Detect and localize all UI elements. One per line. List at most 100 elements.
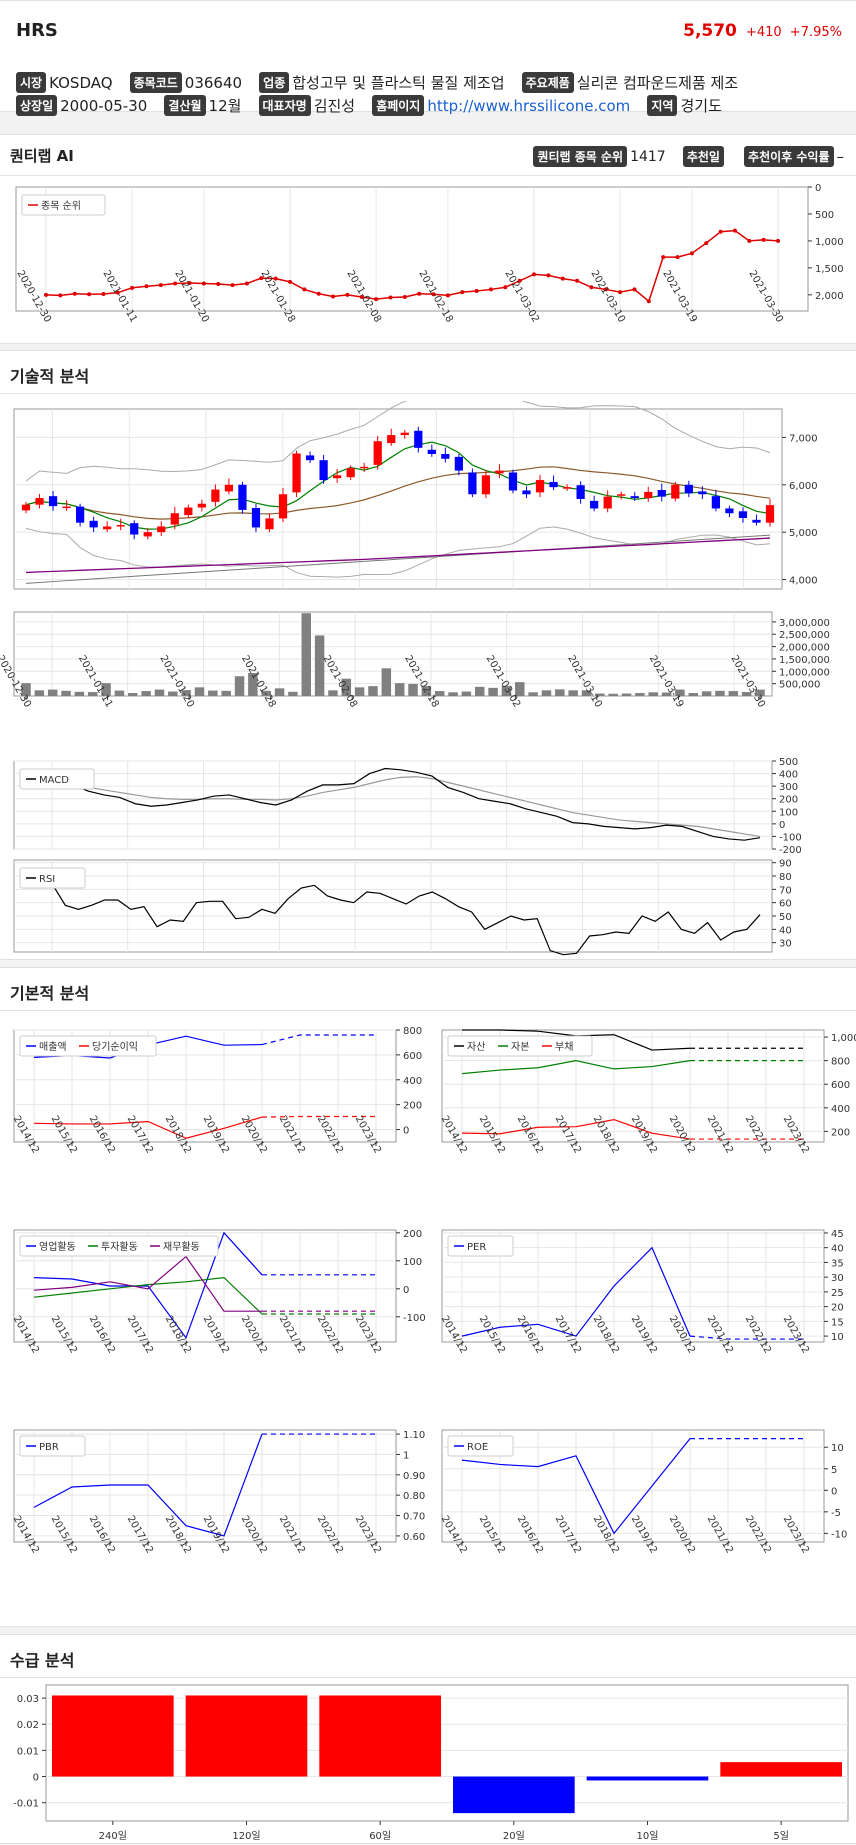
volume-bar — [528, 692, 538, 696]
y-tick-label: 0.02 — [17, 1720, 39, 1731]
divider — [0, 1677, 856, 1678]
rank-label: 퀀티랩 종목 순위 — [533, 146, 628, 167]
volume-bar — [408, 683, 418, 696]
quantilab-card: 퀀티랩 AI 퀀티랩 종목 순위 1417 추천일 추천이후 수익률 – 0 500 1… — [0, 134, 856, 344]
candle-body — [576, 485, 585, 499]
x-tick-label: 10일 — [637, 1830, 659, 1842]
rank-point — [417, 291, 422, 296]
y-tick-label: 40 — [779, 925, 792, 936]
y-tick-label: 200 — [779, 795, 798, 806]
rank-point — [517, 278, 522, 283]
rank-point — [115, 290, 120, 295]
stock-header-card: HRS 5,570 +410 +7.95% 시장 KOSDAQ 종목코드 03664… — [0, 0, 856, 116]
candle-body — [21, 504, 31, 511]
rank-point — [488, 287, 493, 292]
y-tick-label: 800 — [403, 1026, 422, 1037]
y-tick-label: 2,000 — [815, 291, 844, 302]
candle-body — [157, 526, 166, 533]
rank-point — [532, 272, 536, 277]
y-tick-label: 0 — [403, 1285, 409, 1296]
rank-point — [689, 251, 694, 256]
volume-bar — [74, 691, 85, 696]
y-tick-label: 30 — [831, 1273, 844, 1284]
volume-bar — [368, 686, 378, 696]
series-line-actual — [461, 1438, 691, 1535]
ma20-line — [25, 466, 771, 520]
volume-bar — [595, 693, 605, 696]
rank-point — [244, 281, 249, 286]
rank-point — [675, 255, 680, 260]
volume-bar — [608, 693, 618, 696]
series-line-actual — [461, 1060, 691, 1075]
candle-body — [522, 490, 531, 495]
info-row-2: 상장일 2000-05-30 결산월 12월 대표자명 김진성 홈페이지 http://… — [16, 95, 734, 116]
legend-label: 매출액 — [39, 1041, 67, 1053]
listing-date-value: 2000-05-30 — [60, 96, 148, 115]
y-tick-label: 400 — [403, 1076, 422, 1087]
volume-bar — [168, 691, 178, 696]
legend-box — [447, 1435, 514, 1457]
candle-body — [103, 526, 112, 530]
rank-point — [144, 284, 149, 289]
candle-body — [333, 475, 342, 479]
y-tick-label: 0 — [815, 183, 821, 194]
code-value: 036640 — [184, 73, 243, 92]
rsi-chart: 90 80 70 60 50 40 30 RSI — [13, 859, 792, 956]
volume-bar — [515, 682, 525, 696]
legend-label: 당기순이익 — [92, 1041, 138, 1053]
y-tick-label: -5 — [831, 1508, 841, 1519]
candle-body — [414, 430, 423, 448]
volume-bar — [448, 692, 458, 696]
rank-point — [201, 281, 206, 286]
candle-body — [684, 484, 693, 494]
homepage-link[interactable]: http://www.hrssilicone.com — [427, 96, 631, 115]
volume-bar — [675, 689, 685, 696]
legend-label: RSI — [39, 874, 55, 885]
supply-chart: 0.03 0.02 0.01 0 -0.01 240일 120일 60일 20일 10일 5일 — [13, 1684, 849, 1842]
macd-line — [25, 767, 761, 841]
y-tick-label: 300 — [779, 782, 798, 793]
volume-bar — [755, 689, 765, 696]
rank-point — [747, 238, 752, 243]
volume-bar — [715, 690, 725, 696]
y-tick-label: 0 — [779, 820, 785, 831]
y-tick-label: 15 — [831, 1317, 844, 1328]
ma60-line — [25, 537, 771, 574]
volume-bar — [47, 689, 58, 696]
rank-point — [273, 276, 278, 281]
homepage-label: 홈페이지 — [372, 95, 425, 116]
y-tick-label: 2,500,000 — [779, 630, 830, 641]
candle-body — [238, 484, 247, 510]
volume-bar — [688, 693, 699, 696]
price-chart: 4,000 5,000 6,000 7,000 — [13, 401, 818, 590]
y-tick-label: -200 — [779, 845, 802, 855]
legend-box — [19, 768, 95, 790]
y-tick-label: -100 — [779, 832, 802, 843]
candle-body — [75, 506, 85, 523]
y-tick-label: 0 — [403, 1126, 409, 1137]
region-value: 경기도 — [680, 97, 722, 115]
rank-point — [58, 293, 63, 298]
rank-point — [603, 287, 608, 292]
volume-bar — [661, 692, 672, 696]
market-label: 시장 — [16, 72, 47, 93]
legend-label: MACD — [39, 775, 69, 786]
rank-point — [374, 297, 379, 302]
rank-point — [761, 237, 766, 242]
volume-bar — [381, 668, 392, 696]
volume-bar — [341, 678, 352, 696]
rank-point — [402, 294, 407, 299]
y-tick-label: 0.80 — [403, 1491, 425, 1502]
candle-body — [711, 496, 721, 509]
stock-change-pct: +7.95% — [789, 25, 842, 40]
y-tick-label: 3,000,000 — [779, 618, 830, 629]
volume-bar — [234, 676, 245, 696]
series-line-actual — [33, 1276, 263, 1315]
candle-body — [184, 507, 193, 516]
candle-body — [549, 481, 558, 488]
candle-body — [698, 491, 707, 495]
technical-card: 기술적 분석 4,000 5,000 6,000 7,000 500,000 1,000… — [0, 350, 856, 960]
